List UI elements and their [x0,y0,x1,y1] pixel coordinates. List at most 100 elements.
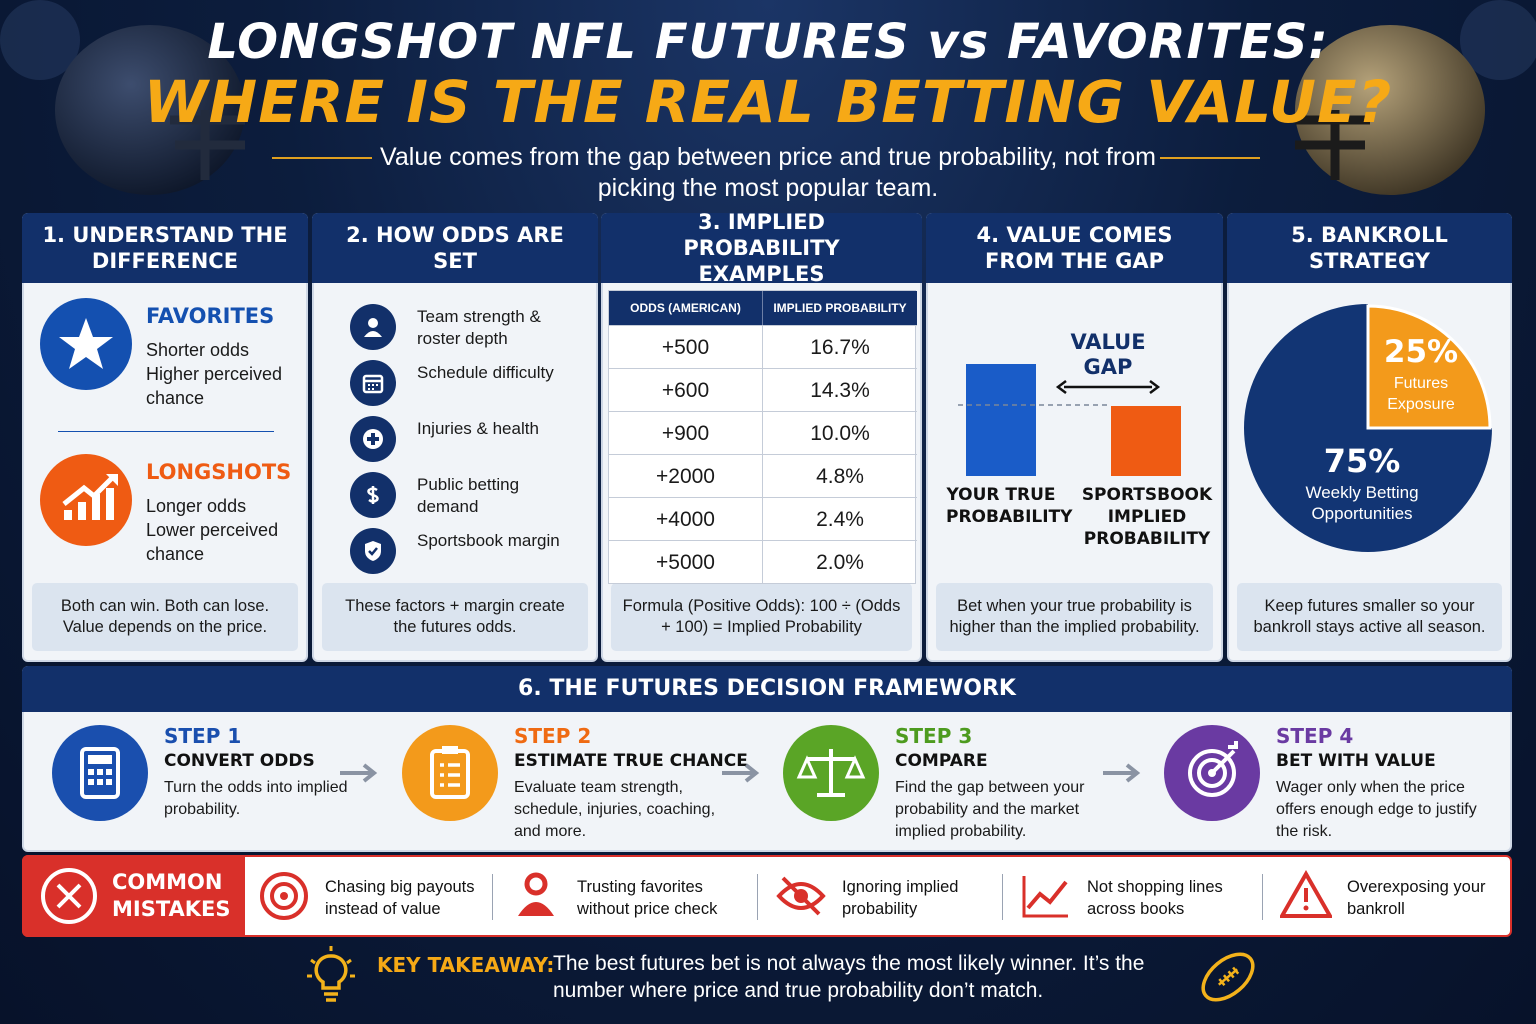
factor-text: Schedule difficulty [417,363,554,382]
mistake-text: Overexposing your bankroll [1347,878,1486,918]
panel-note: Bet when your true probability is higher… [936,583,1213,651]
step-icon [402,725,498,821]
group-heading: LONGSHOTS [146,460,292,484]
panel-note: Formula (Positive Odds): 100 ÷ (Odds + 1… [611,583,912,651]
step-arrow [1103,763,1141,783]
mistake-icon [1280,870,1332,918]
step-text: Turn the odds into implied probability. [164,779,348,818]
bar-label: YOUR TRUE PROBABILITY [946,485,1073,527]
framework-header: 6. THE FUTURES DECISION FRAMEWORK [22,666,1512,712]
stadium-light [1460,0,1536,80]
mistake-text: Not shopping lines across books [1087,878,1223,918]
step-number: STEP 3 [895,724,973,748]
panel-title: 4. VALUE COMES FROM THE GAP [976,223,1173,273]
factor-icon [350,472,396,518]
factor-icon [350,360,396,406]
column-header: IMPLIED PROBABILITY [762,291,917,325]
panel-note: Both can win. Both can lose. Value depen… [32,583,298,651]
divider [58,431,274,432]
table-header: ODDS (AMERICAN) IMPLIED PROBABILITY [609,291,917,325]
mistake-divider [1262,874,1263,920]
group-icon [40,298,132,390]
step-number: STEP 4 [1276,724,1354,748]
step-text: Evaluate team strength, schedule, injuri… [514,779,716,840]
step-number: STEP 1 [164,724,242,748]
note-text: Bet when your true probability is higher… [949,597,1200,636]
mistake-text: Ignoring implied probability [842,878,959,918]
helmet-left [55,25,245,195]
note-text: These factors + margin create the future… [345,597,565,636]
step-icon [1164,725,1260,821]
panel-title: 5. BANKROLL STRATEGY [1291,223,1448,273]
factor-text: Team strength & roster depth [417,307,541,348]
group-item: Shorter odds [146,340,250,360]
mistake-divider [757,874,758,920]
table-cell: 2.0% [762,540,917,583]
mistakes-label: COMMON MISTAKES [112,870,231,921]
mistakes-icon [41,868,97,924]
step-arrow [340,763,378,783]
title-line-2: WHERE IS THE REAL BETTING VALUE? [143,68,1393,136]
mistake-text: Chasing big payouts instead of value [325,878,475,918]
table-cell: 2.4% [762,497,917,540]
mistake-icon [1022,876,1068,918]
step-icon [52,725,148,821]
mistake-icon [518,872,554,916]
bar-label: SPORTSBOOK IMPLIED PROBABILITY [1081,485,1213,549]
slice-name: Weekly Betting Opportunities [1305,483,1419,523]
factor-icon [350,304,396,350]
step-icon [783,725,879,821]
table-cell: +4000 [609,497,762,540]
panel-header: 5. BANKROLL STRATEGY [1227,213,1512,283]
helmet-right [1295,25,1485,195]
step-heading: ESTIMATE TRUE CHANCE [514,751,748,771]
table-cell: +5000 [609,540,762,583]
group-item: Lower perceived chance [146,520,279,564]
slice-name: Futures Exposure [1387,375,1455,413]
factor-text: Injuries & health [417,419,539,438]
panel-header: 2. HOW ODDS ARE SET [312,213,598,283]
title-line-1: LONGSHOT NFL FUTURES vs FAVORITES: [207,14,1329,70]
table-cell: 4.8% [762,454,917,497]
group-heading: FAVORITES [146,304,275,328]
subtitle: Value comes from the gap between price a… [380,143,1156,202]
step-heading: COMPARE [895,751,988,771]
panel-note: These factors + margin create the future… [322,583,588,651]
pie-chart [1244,304,1492,552]
table-cell: 10.0% [762,411,917,454]
panel-header: 1. UNDERSTAND THE DIFFERENCE [22,213,308,283]
panel-note: Keep futures smaller so your bankroll st… [1237,583,1502,651]
slice-percent: 25% [1383,334,1459,370]
note-text: Formula (Positive Odds): 100 ÷ (Odds + 1… [622,597,901,636]
takeaway-text: The best futures bet is not always the m… [553,952,1145,1002]
group-item: Higher perceived chance [146,364,283,408]
table-cell: +600 [609,368,762,411]
mistakes-badge [22,855,245,937]
table-cell: +500 [609,325,762,368]
factor-icon [350,528,396,574]
step-heading: CONVERT ODDS [164,751,315,771]
table-cell: +900 [609,411,762,454]
step-text: Find the gap between your probability an… [895,779,1085,840]
mistake-icon [776,876,826,916]
step-number: STEP 2 [514,724,592,748]
mistake-icon [260,872,308,920]
step-heading: BET WITH VALUE [1276,751,1436,771]
bulb-icon [307,946,355,1002]
pie-slice [1366,304,1492,430]
panel-title: 1. UNDERSTAND THE DIFFERENCE [42,223,288,273]
takeaway-label: KEY TAKEAWAY: [377,953,555,977]
panel-header: 3. IMPLIED PROBABILITY EXAMPLES [601,210,922,286]
factor-text: Sportsbook margin [417,531,560,550]
slice-percent: 75% [1323,442,1401,480]
gap-graphic [958,364,1181,476]
factor-text: Public betting demand [417,475,520,516]
odds-table: ODDS (AMERICAN) IMPLIED PROBABILITY +500 16… [608,290,917,584]
mistake-divider [492,874,493,920]
mistake-text: Trusting favorites without price check [577,878,718,918]
group-icon [40,454,132,546]
gap-label: VALUE GAP [1070,330,1146,379]
step-text: Wager only when the price offers enough … [1276,779,1477,840]
note-text: Keep futures smaller so your bankroll st… [1253,597,1486,636]
